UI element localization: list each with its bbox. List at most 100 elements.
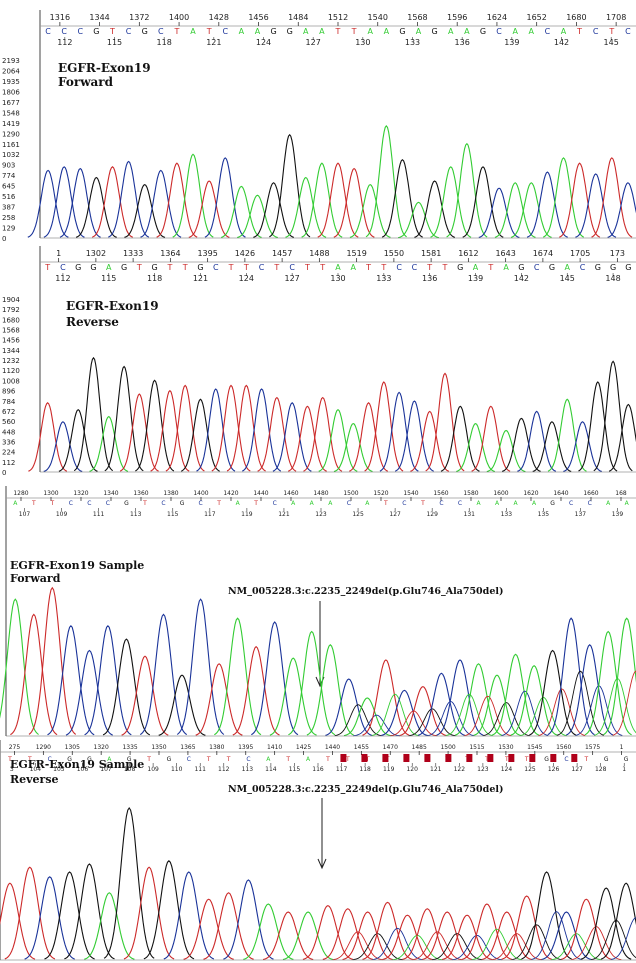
trace-peak-A: [430, 166, 472, 238]
position-label: 133: [376, 274, 391, 283]
y-axis-tick-label: 2064: [2, 67, 20, 75]
position-label: 139: [468, 274, 483, 283]
trace-peak-T: [349, 402, 388, 472]
heterozygous-marker: [466, 754, 473, 762]
base-call-label: G: [595, 263, 601, 272]
position-label: 121: [206, 38, 221, 47]
chromatogram-ref-reverse: 1 1302 1333 1364 1395 1426 1457 1488 1519 1550 158…: [2, 246, 636, 476]
base-call-label: A: [236, 500, 241, 507]
position-label: 139: [612, 511, 624, 518]
base-call-label: G: [550, 500, 555, 507]
trace-peak-T: [232, 645, 280, 736]
position-label: 123: [477, 766, 489, 773]
position-label: 1: [622, 766, 626, 773]
sample-reverse-panel: 275 1290 1305 1320 1335 1350 1365 1380 1395 1410 1…: [0, 740, 636, 963]
trace-peak-A: [349, 183, 391, 238]
scale-tick-label: 1364: [160, 249, 180, 258]
base-call-label: T: [243, 263, 249, 272]
trace-peak-A: [84, 892, 135, 960]
trace-peak-G: [135, 379, 175, 472]
scale-tick-label: 1460: [283, 490, 298, 497]
trace-peak-G: [253, 182, 295, 238]
trace-peak-C: [607, 182, 636, 238]
y-axis-tick-label: 672: [2, 408, 15, 416]
scale-tick-label: 1400: [193, 490, 208, 497]
trace-peak-A: [510, 182, 552, 238]
position-label: 107: [19, 511, 31, 518]
base-call-label: A: [266, 756, 271, 763]
trace-peak-G: [58, 408, 98, 472]
scale-tick-label: 1380: [163, 490, 178, 497]
position-label: 111: [194, 766, 206, 773]
trace-secondary-peak: [432, 933, 483, 961]
scale-tick-label: 1500: [440, 744, 455, 751]
trace-peak-C: [517, 410, 557, 472]
y-axis-tick-label: 1344: [2, 347, 20, 355]
trace-peak-A: [494, 182, 536, 238]
base-call-label: A: [473, 263, 479, 272]
scale-tick-label: 1488: [309, 249, 329, 258]
trace-peak-C: [272, 402, 312, 472]
position-label: 124: [256, 38, 271, 47]
base-call-label: G: [544, 756, 549, 763]
trace-peak-T: [322, 908, 374, 960]
position-label: 119: [241, 511, 253, 518]
base-call-label: G: [457, 263, 463, 272]
heterozygous-marker: [550, 754, 557, 762]
scale-tick-label: 1302: [86, 249, 106, 258]
trace-peak-C: [176, 598, 225, 735]
position-label: 136: [422, 274, 437, 283]
mutation-annotation: NM_005228.3:c.2235_2249del(p.Glu746_Ala7…: [228, 586, 503, 597]
base-call-label: T: [49, 500, 54, 507]
base-call-label: T: [146, 756, 151, 763]
scale-tick-label: 1708: [606, 13, 626, 22]
base-call-label: A: [310, 500, 315, 507]
base-call-label: T: [351, 27, 357, 36]
position-label: 111: [93, 511, 105, 518]
scale-tick-label: 1560: [433, 490, 448, 497]
base-call-label: T: [228, 263, 234, 272]
base-call-label: C: [580, 263, 586, 272]
trace-peak-G: [103, 807, 155, 959]
trace-peak-T: [262, 911, 314, 961]
base-call-label: C: [45, 27, 51, 36]
base-call-label: G: [270, 27, 276, 36]
position-label: 104: [30, 766, 42, 773]
trace-secondary-peak: [412, 931, 463, 961]
position-label: 115: [289, 766, 301, 773]
position-label: 148: [605, 274, 620, 283]
base-call-label: T: [182, 263, 188, 272]
trace-peak-G: [532, 421, 572, 472]
scale-tick-label: 1333: [123, 249, 143, 258]
trace-peak-G: [600, 882, 636, 960]
position-label: 135: [538, 511, 550, 518]
trace-secondary-peak: [556, 670, 604, 736]
position-label: 121: [193, 274, 208, 283]
trace-secondary-peak: [464, 695, 512, 737]
trace-peak-G: [593, 360, 633, 472]
y-axis-tick-label: 645: [2, 183, 15, 191]
trace-peak-A: [542, 157, 585, 238]
base-call-label: C: [126, 27, 132, 36]
trace-peak-C: [575, 173, 617, 238]
position-label: 139: [504, 38, 519, 47]
base-call-label: A: [335, 263, 341, 272]
trace-peak-T: [501, 895, 552, 960]
base-call-label: C: [69, 500, 73, 507]
base-call-label: C: [545, 27, 551, 36]
trace-peak-G: [462, 166, 504, 238]
base-call-label: A: [384, 27, 390, 36]
mutation-annotation: NM_005228.3:c.2235_2249del(p.Glu746_Ala7…: [228, 784, 503, 795]
scale-tick-label: 1624: [487, 13, 507, 22]
trace-peak-G: [143, 860, 195, 960]
trace-peak-C: [27, 169, 69, 238]
y-axis-tick-label: 1548: [2, 109, 20, 117]
position-label: 109: [147, 766, 159, 773]
scale-tick-label: 1643: [495, 249, 515, 258]
trace-peak-C: [379, 391, 419, 472]
base-call-label: G: [93, 27, 99, 36]
base-call-label: C: [564, 756, 568, 763]
trace-peak-G: [578, 381, 618, 472]
base-call-label: G: [480, 27, 486, 36]
scale-tick-label: 1395: [197, 249, 217, 258]
